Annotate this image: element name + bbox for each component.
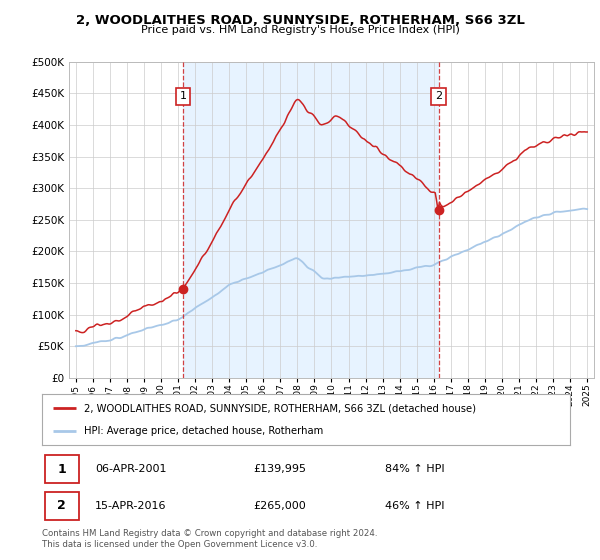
Text: 2: 2 — [58, 499, 66, 512]
Text: 84% ↑ HPI: 84% ↑ HPI — [385, 464, 445, 474]
FancyBboxPatch shape — [44, 492, 79, 520]
Bar — [183, 62, 439, 378]
Text: 2: 2 — [435, 91, 442, 101]
Text: £265,000: £265,000 — [253, 501, 306, 511]
Text: 15-APR-2016: 15-APR-2016 — [95, 501, 166, 511]
Text: 46% ↑ HPI: 46% ↑ HPI — [385, 501, 445, 511]
Text: HPI: Average price, detached house, Rotherham: HPI: Average price, detached house, Roth… — [84, 426, 323, 436]
Text: Contains HM Land Registry data © Crown copyright and database right 2024.
This d: Contains HM Land Registry data © Crown c… — [42, 529, 377, 549]
Text: Price paid vs. HM Land Registry's House Price Index (HPI): Price paid vs. HM Land Registry's House … — [140, 25, 460, 35]
Text: £139,995: £139,995 — [253, 464, 306, 474]
Text: 1: 1 — [58, 463, 66, 475]
Text: 2, WOODLAITHES ROAD, SUNNYSIDE, ROTHERHAM, S66 3ZL: 2, WOODLAITHES ROAD, SUNNYSIDE, ROTHERHA… — [76, 14, 524, 27]
FancyBboxPatch shape — [44, 455, 79, 483]
Text: 2, WOODLAITHES ROAD, SUNNYSIDE, ROTHERHAM, S66 3ZL (detached house): 2, WOODLAITHES ROAD, SUNNYSIDE, ROTHERHA… — [84, 403, 476, 413]
Text: 1: 1 — [179, 91, 187, 101]
Text: 06-APR-2001: 06-APR-2001 — [95, 464, 166, 474]
